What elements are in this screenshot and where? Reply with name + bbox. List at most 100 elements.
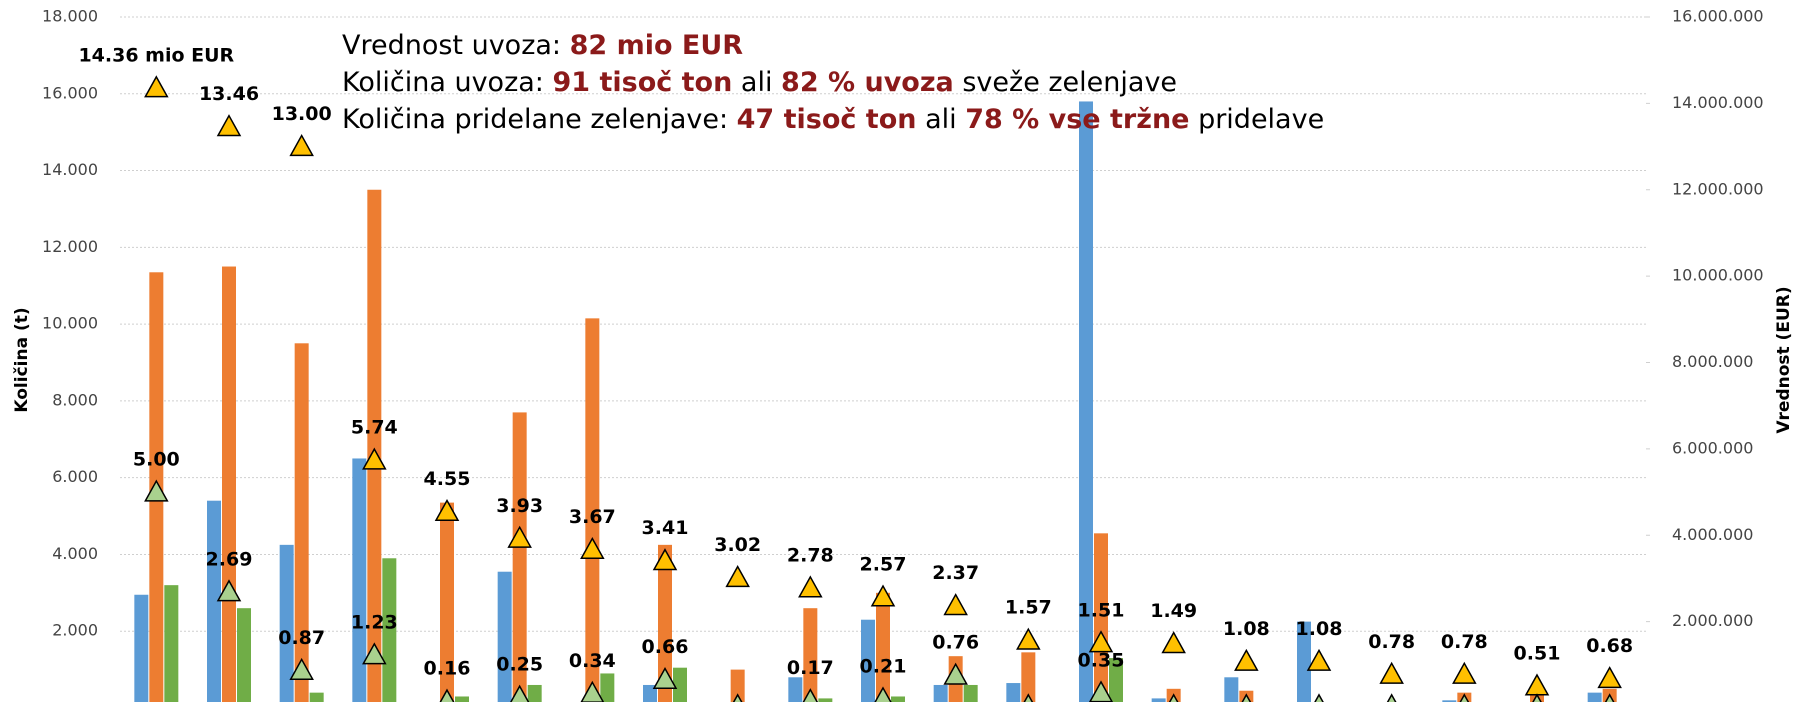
- bar: [512, 412, 527, 702]
- bar: [876, 592, 890, 702]
- triangle-marker: [289, 657, 314, 680]
- annotation-segment: 82 % uvoza: [781, 67, 954, 98]
- bar: [861, 619, 875, 702]
- bar: [1109, 658, 1123, 702]
- data-label: 2.37: [932, 562, 979, 584]
- bar: [294, 343, 309, 702]
- triangle-marker: [732, 693, 743, 702]
- bar: [1094, 533, 1108, 702]
- triangle-marker: [1524, 673, 1550, 696]
- bar: [788, 677, 803, 702]
- triangle-marker: [580, 536, 605, 560]
- y-tick-label: 10.000: [42, 314, 98, 333]
- bar: [658, 544, 672, 702]
- bar: [527, 684, 542, 702]
- bar: [1297, 621, 1311, 702]
- data-label: 0.51: [1514, 642, 1561, 664]
- data-label: 1.49: [1150, 600, 1197, 622]
- bar: [440, 502, 454, 702]
- data-label: 4.55: [424, 468, 471, 490]
- data-label: 2.69: [206, 548, 253, 570]
- data-label: 13.00: [272, 103, 332, 125]
- data-label: 0.68: [1586, 635, 1633, 657]
- triangle-marker: [802, 688, 819, 702]
- triangle-marker: [1241, 693, 1252, 702]
- bar: [803, 608, 818, 702]
- annotation-segment: Količina uvoza:: [342, 67, 552, 98]
- triangle-marker: [216, 579, 242, 602]
- annotation-segment: 82 mio EUR: [570, 30, 744, 61]
- y2-tick-label: 14.000.000: [1672, 93, 1764, 112]
- data-label: 0.66: [642, 636, 689, 658]
- data-label: 0.78: [1441, 631, 1488, 653]
- triangle-marker: [870, 584, 896, 607]
- triangle-marker: [798, 575, 823, 598]
- data-label: 1.57: [1005, 597, 1052, 619]
- triangle-marker: [1314, 693, 1324, 702]
- bar: [1151, 698, 1166, 702]
- annotation-line: Vrednost uvoza: 82 mio EUR: [342, 30, 743, 61]
- triangle-marker: [943, 662, 968, 685]
- data-label: 5.74: [351, 417, 398, 439]
- data-label: 2.78: [787, 544, 834, 566]
- triangle-marker: [1386, 693, 1397, 702]
- bar: [222, 266, 236, 702]
- triangle-marker: [1023, 693, 1034, 702]
- data-label: 3.93: [496, 495, 543, 517]
- bar: [1224, 677, 1239, 702]
- annotation-segment: 78 % vse tržne: [965, 104, 1189, 135]
- bar: [497, 571, 512, 702]
- y2-tick-label: 10.000.000: [1672, 266, 1764, 285]
- data-label: 3.41: [642, 517, 689, 539]
- triangle-marker: [652, 666, 678, 690]
- data-label: 3.67: [569, 506, 616, 528]
- data-label: 2.57: [860, 554, 907, 576]
- data-label: 0.17: [787, 657, 834, 679]
- annotation-line: Količina pridelane zelenjave: 47 tisoč t…: [342, 104, 1324, 135]
- bar: [237, 608, 251, 702]
- annotation-segment: Količina pridelane zelenjave:: [342, 104, 737, 135]
- bar: [164, 585, 179, 702]
- data-label: 3.02: [714, 534, 761, 556]
- triangle-marker: [1088, 680, 1114, 702]
- bar: [1021, 652, 1036, 702]
- bar: [279, 544, 294, 702]
- triangle-marker: [1597, 666, 1622, 689]
- y-axis-label: Količina (t): [12, 307, 32, 412]
- triangle-marker: [1234, 648, 1259, 671]
- triangle-marker: [580, 680, 605, 702]
- y2-tick-label: 16.000.000: [1672, 7, 1764, 26]
- y2-tick-label: 8.000.000: [1672, 352, 1753, 371]
- bar: [891, 696, 905, 702]
- data-label: 0.78: [1368, 631, 1415, 653]
- data-label: 0.34: [569, 650, 616, 672]
- y-tick-label: 12.000: [42, 237, 98, 256]
- bar: [455, 696, 469, 702]
- annotation-line: Količina uvoza: 91 tisoč ton ali 82 % uv…: [342, 67, 1177, 98]
- data-label: 1.23: [351, 611, 398, 633]
- data-label: 5.00: [133, 449, 180, 471]
- annotation-segment: ali: [732, 67, 781, 98]
- y-tick-label: 4.000: [52, 544, 98, 563]
- annotation-segment: Vrednost uvoza:: [342, 30, 570, 61]
- data-label: 0.87: [278, 627, 325, 649]
- data-label: 0.21: [860, 655, 907, 677]
- bar: [352, 458, 367, 702]
- triangle-marker: [652, 548, 678, 571]
- y2-tick-label: 12.000.000: [1672, 179, 1764, 198]
- bar: [207, 500, 221, 702]
- triangle-marker: [943, 593, 968, 616]
- bar: [730, 669, 745, 702]
- annotation-segment: 47 tisoč ton: [737, 104, 917, 135]
- y2-tick-label: 4.000.000: [1672, 525, 1753, 544]
- data-label: 0.25: [496, 654, 543, 676]
- triangle-marker: [1459, 693, 1470, 702]
- y-tick-label: 18.000: [42, 7, 98, 26]
- triangle-marker: [507, 525, 532, 548]
- bar: [818, 698, 833, 702]
- bar: [1587, 692, 1602, 702]
- y2-axis-label: Vrednost (EUR): [1774, 286, 1794, 433]
- bar: [600, 673, 615, 702]
- bar: [673, 667, 687, 702]
- annotation-segment: pridelave: [1189, 104, 1324, 135]
